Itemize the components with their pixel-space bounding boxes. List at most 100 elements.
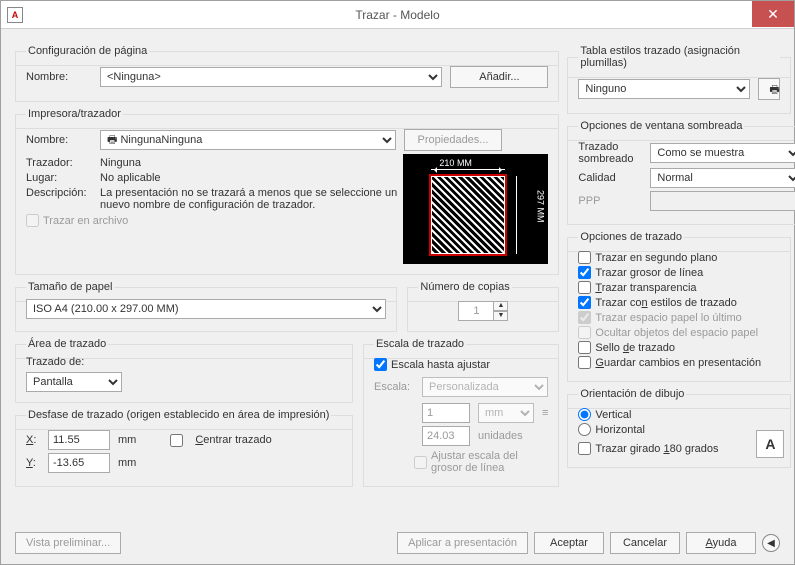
paper-size-select[interactable]: ISO A4 (210.00 x 297.00 MM) <box>26 299 386 319</box>
apply-button: Aplicar a presentación <box>397 532 528 554</box>
titlebar: A Trazar - Modelo ✕ <box>1 1 794 29</box>
opt-stamp-label[interactable]: Sello de trazado <box>595 342 675 354</box>
add-button[interactable]: Añadir... <box>450 66 548 88</box>
scale-label: Escala: <box>374 381 414 393</box>
opt-hide-label: Ocultar objetos del espacio papel <box>595 327 758 339</box>
preview-height: 297 MM <box>535 190 545 223</box>
opt-st-label[interactable]: Trazar con estilos de trazado <box>595 297 736 309</box>
orient-h-label[interactable]: Horizontal <box>595 424 645 436</box>
x-input[interactable] <box>48 430 110 450</box>
ok-button[interactable]: Aceptar <box>534 532 604 554</box>
equals-icon: ≡ <box>542 407 548 419</box>
shade-select[interactable]: Como se muestra <box>650 143 795 163</box>
opt-hide-check <box>578 326 591 339</box>
opt-pl-label: Trazar espacio papel lo último <box>595 312 741 324</box>
close-button[interactable]: ✕ <box>752 1 794 27</box>
orient-rot-check[interactable] <box>578 442 591 455</box>
orient-rot-label[interactable]: Trazar girado 180 grados <box>595 443 718 455</box>
styles-legend: Tabla estilos trazado (asignación plumil… <box>578 45 780 69</box>
printer-name-select[interactable]: 🖶 NingunaNinguna <box>100 130 396 150</box>
opt-save-check[interactable] <box>578 356 591 369</box>
scale-group: Escala de trazado Escala hasta ajustar E… <box>363 338 559 487</box>
options-legend: Opciones de trazado <box>578 231 684 243</box>
styles-group: Tabla estilos trazado (asignación plumil… <box>567 45 791 114</box>
where-value: No aplicable <box>100 172 161 184</box>
plotter-label: Trazador: <box>26 157 92 169</box>
shaded-group: Opciones de ventana sombreada Trazado so… <box>567 120 795 225</box>
plot-to-file-check <box>26 214 39 227</box>
plot-to-file-label: Trazar en archivo <box>43 215 128 227</box>
orient-group: Orientación de dibujo Vertical Horizonta… <box>567 388 791 468</box>
opt-lw-check[interactable] <box>578 266 591 279</box>
units-label: unidades <box>478 430 523 442</box>
orient-v-radio[interactable] <box>578 408 591 421</box>
opt-save-label[interactable]: Guardar cambios en presentación <box>595 357 761 369</box>
fit-check[interactable] <box>374 358 387 371</box>
scale-lw-check <box>414 456 427 469</box>
preview-button: Vista preliminar... <box>15 532 121 554</box>
styles-edit-button[interactable]: 🖶 <box>758 78 780 100</box>
page-setup-group: Configuración de página Nombre: <Ninguna… <box>15 45 559 102</box>
center-check[interactable] <box>170 434 183 447</box>
page-setup-legend: Configuración de página <box>26 45 149 57</box>
copies-down: ▼ <box>493 311 508 321</box>
desc-value: La presentación no se trazará a menos qu… <box>100 187 403 211</box>
printer-properties-button: Propiedades... <box>404 129 502 151</box>
copies-input <box>458 301 494 321</box>
scale-select: Personalizada <box>422 377 548 397</box>
copies-legend: Número de copias <box>418 281 511 293</box>
fit-label[interactable]: Escala hasta ajustar <box>391 359 490 371</box>
desc-label: Descripción: <box>26 187 92 199</box>
orient-v-label[interactable]: Vertical <box>595 409 631 421</box>
shade-label: Trazado sombreado <box>578 141 642 165</box>
scale-legend: Escala de trazado <box>374 338 466 350</box>
options-group: Opciones de trazado Trazar en segundo pl… <box>567 231 791 382</box>
page-name-label: Nombre: <box>26 71 92 83</box>
plot-area-label: Trazado de: <box>26 356 342 368</box>
opt-tr-label[interactable]: Trazar transparencia <box>595 282 696 294</box>
opt-pl-check <box>578 311 591 324</box>
opt-stamp-check[interactable] <box>578 341 591 354</box>
opt-st-check[interactable] <box>578 296 591 309</box>
printer-name-label: Nombre: <box>26 134 92 146</box>
orientation-icon: A <box>756 430 784 458</box>
ppp-input <box>650 191 795 211</box>
paper-size-group: Tamaño de papel ISO A4 (210.00 x 297.00 … <box>15 281 397 332</box>
expand-button[interactable]: ◀ <box>762 534 780 552</box>
opt-bg-label[interactable]: Trazar en segundo plano <box>595 252 717 264</box>
opt-tr-check[interactable] <box>578 281 591 294</box>
where-label: Lugar: <box>26 172 92 184</box>
center-label[interactable]: Centrar trazado <box>195 434 271 446</box>
scale-lw-label: Ajustar escala del grosor de línea <box>431 450 548 474</box>
printer-legend: Impresora/trazador <box>26 108 123 120</box>
orient-h-radio[interactable] <box>578 423 591 436</box>
opt-lw-label[interactable]: Trazar grosor de línea <box>595 267 703 279</box>
styles-select[interactable]: Ninguno <box>578 79 750 99</box>
offset-legend: Desfase de trazado (origen establecido e… <box>26 409 331 421</box>
paper-size-legend: Tamaño de papel <box>26 281 114 293</box>
y-unit: mm <box>118 457 136 469</box>
shaded-legend: Opciones de ventana sombreada <box>578 120 744 132</box>
window-title: Trazar - Modelo <box>1 8 794 22</box>
copies-spinner: ▲▼ <box>458 301 508 321</box>
offset-group: Desfase de trazado (origen establecido e… <box>15 409 353 487</box>
orient-legend: Orientación de dibujo <box>578 388 686 400</box>
y-label: Y: <box>26 457 40 469</box>
preview-width: 210 MM <box>439 158 472 168</box>
plot-area-group: Área de trazado Trazado de: Pantalla <box>15 338 353 403</box>
scale-units-input <box>422 426 470 446</box>
paper-preview: 210 MM 297 MM <box>403 154 548 264</box>
plot-area-select[interactable]: Pantalla <box>26 372 122 392</box>
cancel-button[interactable]: Cancelar <box>610 532 680 554</box>
x-unit: mm <box>118 434 136 446</box>
opt-bg-check[interactable] <box>578 251 591 264</box>
quality-select[interactable]: Normal <box>650 168 795 188</box>
plot-area-legend: Área de trazado <box>26 338 108 350</box>
y-input[interactable] <box>48 453 110 473</box>
copies-group: Número de copias ▲▼ <box>407 281 559 332</box>
page-name-select[interactable]: <Ninguna> <box>100 67 442 87</box>
copies-up: ▲ <box>493 301 508 311</box>
plotter-value: Ninguna <box>100 157 141 169</box>
quality-label: Calidad <box>578 172 642 184</box>
help-button[interactable]: Ayuda <box>686 532 756 554</box>
